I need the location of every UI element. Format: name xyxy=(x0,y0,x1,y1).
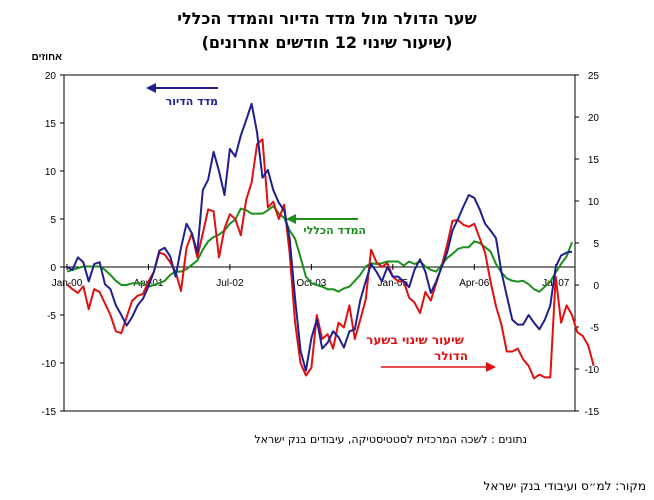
left-tick-label: 20 xyxy=(45,71,57,82)
right-tick-label: -15 xyxy=(585,407,600,418)
cpi-series-label: המדד הכללי xyxy=(303,224,366,237)
dollar-arrowhead-icon xyxy=(486,362,496,372)
right-tick-label: 5 xyxy=(593,239,599,250)
x-tick-label: Jan-05 xyxy=(378,278,409,289)
right-tick-label: 25 xyxy=(588,71,600,82)
x-tick-label: Jul-02 xyxy=(216,278,244,289)
left-tick-label: -10 xyxy=(42,359,57,370)
left-tick-label: 15 xyxy=(45,119,57,130)
housing-arrowhead-icon xyxy=(146,83,156,93)
general-cpi-line xyxy=(66,205,573,293)
left-tick-label: 5 xyxy=(50,215,56,226)
dollar-label-line2: הדולר xyxy=(434,349,468,363)
dollar-series-label: שיעור שינוי בשער הדולר xyxy=(366,333,468,363)
right-tick-label: 10 xyxy=(588,197,600,208)
cpi-arrowhead-icon xyxy=(286,214,296,224)
dollar-label-group: שיעור שינוי בשער הדולר xyxy=(366,333,496,372)
footnote: נתונים : לשכה המרכזית לסטטיסטיקה, עיבודי… xyxy=(254,433,527,446)
right-axis-ticks: -15 -10 -5 0 5 10 15 20 25 xyxy=(575,71,599,418)
chart-title: שער הדולר מול מדד הדיור והמדד הכללי xyxy=(177,9,476,28)
left-tick-label: -5 xyxy=(47,311,56,322)
left-tick-label: 0 xyxy=(50,263,56,274)
right-tick-label: 15 xyxy=(588,155,600,166)
x-tick-label: Apr-06 xyxy=(459,278,489,289)
left-tick-label: 10 xyxy=(45,167,57,178)
cpi-label-group: המדד הכללי xyxy=(286,214,366,237)
source-note: מקור: למ״ס ועיבודי בנק ישראל xyxy=(484,479,646,493)
plot-area xyxy=(63,74,576,412)
dollar-label-line1: שיעור שינוי בשער xyxy=(366,333,464,347)
chart-subtitle: (שיעור שינוי 12 חודשים אחרונים) xyxy=(202,33,453,52)
right-tick-label: 0 xyxy=(593,281,599,292)
right-tick-label: -10 xyxy=(585,365,600,376)
series-layer xyxy=(66,102,595,380)
housing-label-group: מדד הדיור xyxy=(146,83,218,108)
left-axis-ticks: -15 -10 -5 0 5 10 15 20 xyxy=(42,71,64,418)
left-tick-label: -15 xyxy=(42,407,57,418)
right-tick-label: 20 xyxy=(588,113,600,124)
right-tick-label: -5 xyxy=(590,323,599,334)
y-axis-unit-label: אחוזים xyxy=(31,52,62,63)
x-tick-label: Jan-00 xyxy=(52,278,83,289)
housing-series-label: מדד הדיור xyxy=(166,95,218,108)
housing-index-line xyxy=(66,102,573,372)
